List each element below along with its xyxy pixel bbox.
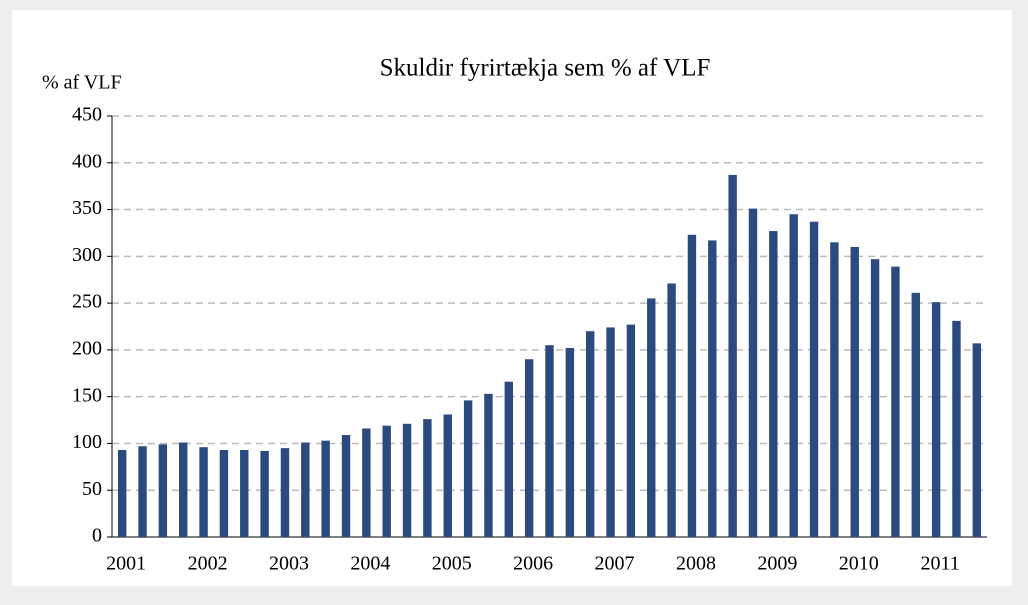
x-tick-label: 2002 (188, 553, 228, 575)
bar (972, 343, 982, 537)
y-tick-label: 150 (72, 384, 102, 406)
bar (423, 419, 432, 537)
y-tick-label: 350 (72, 197, 102, 219)
bar (891, 266, 900, 537)
bar (341, 435, 351, 537)
y-axis-label: % af VLF (42, 72, 122, 94)
bar (585, 331, 595, 537)
bar (748, 208, 758, 537)
bar (830, 242, 839, 538)
bar (728, 174, 737, 537)
x-tick-label: 2004 (350, 553, 390, 575)
bar (402, 423, 412, 537)
bar (240, 449, 249, 537)
y-tick-label: 200 (72, 337, 102, 359)
x-tick-label: 2003 (269, 553, 309, 575)
y-tick-label: 450 (72, 104, 102, 126)
bar (260, 450, 269, 537)
bar (504, 381, 514, 537)
bar (443, 414, 452, 537)
bar (362, 428, 371, 537)
bar (870, 259, 880, 537)
bar (219, 449, 229, 537)
bar (545, 345, 554, 537)
y-tick-label: 400 (72, 150, 102, 172)
bar (626, 324, 636, 537)
y-tick-label: 300 (72, 244, 102, 266)
bar (769, 231, 778, 537)
x-tick-label: 2008 (676, 553, 716, 575)
y-tick-label: 50 (82, 478, 102, 500)
bar (524, 359, 534, 537)
bar (199, 447, 208, 537)
bar (687, 234, 697, 537)
bar (850, 246, 859, 537)
bar (565, 348, 575, 537)
bar (117, 449, 127, 537)
bar (911, 292, 920, 537)
bar (789, 214, 798, 537)
bar (179, 442, 188, 537)
x-tick-label: 2005 (432, 553, 472, 575)
bar (606, 327, 615, 537)
bar (301, 442, 310, 537)
x-tick-label: 2001 (106, 553, 146, 575)
bar (138, 446, 147, 537)
bar (158, 444, 168, 537)
x-tick-label: 2006 (513, 553, 553, 575)
y-tick-label: 250 (72, 291, 102, 313)
bar (931, 302, 941, 537)
bar (280, 448, 290, 537)
bar (382, 425, 391, 537)
bar (708, 240, 717, 537)
bar (321, 440, 330, 537)
y-tick-label: 100 (72, 431, 102, 453)
x-tick-label: 2007 (595, 553, 635, 575)
x-tick-label: 2009 (757, 553, 797, 575)
chart-title: Skuldir fyrirtækja sem % af VLF (380, 55, 711, 82)
x-tick-label: 2010 (839, 553, 879, 575)
bar (647, 298, 656, 537)
bar (952, 320, 961, 537)
x-tick-label: 2011 (920, 553, 959, 575)
bar (667, 283, 676, 537)
y-tick-label: 0 (92, 525, 102, 547)
bar (463, 400, 473, 537)
bar (809, 221, 819, 537)
bar (484, 393, 493, 537)
